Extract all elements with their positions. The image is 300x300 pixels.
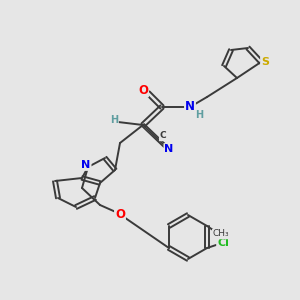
Text: Cl: Cl: [217, 238, 229, 248]
Text: H: H: [195, 110, 203, 120]
Text: C: C: [160, 131, 166, 140]
Text: CH₃: CH₃: [213, 230, 230, 238]
Text: S: S: [261, 57, 269, 67]
Text: N: N: [81, 160, 91, 170]
Text: N: N: [185, 100, 195, 113]
Text: O: O: [115, 208, 125, 221]
Text: N: N: [164, 144, 174, 154]
Text: H: H: [110, 115, 118, 125]
Text: O: O: [138, 83, 148, 97]
